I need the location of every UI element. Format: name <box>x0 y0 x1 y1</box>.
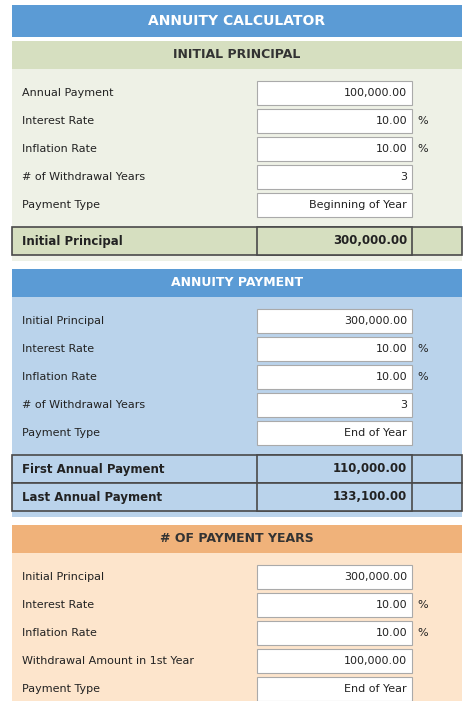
Text: # of Withdrawal Years: # of Withdrawal Years <box>22 172 145 182</box>
Text: Payment Type: Payment Type <box>22 684 100 694</box>
FancyBboxPatch shape <box>257 365 412 389</box>
Text: %: % <box>417 628 428 638</box>
Text: 10.00: 10.00 <box>375 628 407 638</box>
Text: %: % <box>417 144 428 154</box>
Text: Payment Type: Payment Type <box>22 200 100 210</box>
Text: 133,100.00: 133,100.00 <box>333 491 407 503</box>
Text: Inflation Rate: Inflation Rate <box>22 372 97 382</box>
Text: 300,000.00: 300,000.00 <box>344 316 407 326</box>
Text: %: % <box>417 372 428 382</box>
FancyBboxPatch shape <box>257 483 412 511</box>
Text: End of Year: End of Year <box>345 684 407 694</box>
FancyBboxPatch shape <box>12 5 462 37</box>
FancyBboxPatch shape <box>257 565 412 589</box>
Text: 10.00: 10.00 <box>375 372 407 382</box>
FancyBboxPatch shape <box>257 193 412 217</box>
FancyBboxPatch shape <box>257 137 412 161</box>
FancyBboxPatch shape <box>12 41 462 69</box>
Text: Interest Rate: Interest Rate <box>22 600 94 610</box>
Text: Inflation Rate: Inflation Rate <box>22 144 97 154</box>
Text: ANNUITY CALCULATOR: ANNUITY CALCULATOR <box>148 14 326 28</box>
Text: End of Year: End of Year <box>345 428 407 438</box>
FancyBboxPatch shape <box>12 269 462 297</box>
FancyBboxPatch shape <box>12 297 462 517</box>
Text: 110,000.00: 110,000.00 <box>333 463 407 475</box>
Text: 10.00: 10.00 <box>375 116 407 126</box>
Text: Beginning of Year: Beginning of Year <box>309 200 407 210</box>
Text: Interest Rate: Interest Rate <box>22 344 94 354</box>
Text: 100,000.00: 100,000.00 <box>344 88 407 98</box>
FancyBboxPatch shape <box>12 227 462 255</box>
FancyBboxPatch shape <box>12 525 462 553</box>
Text: 10.00: 10.00 <box>375 144 407 154</box>
FancyBboxPatch shape <box>257 649 412 673</box>
FancyBboxPatch shape <box>257 621 412 645</box>
Text: Annual Payment: Annual Payment <box>22 88 113 98</box>
FancyBboxPatch shape <box>257 309 412 333</box>
Text: 300,000.00: 300,000.00 <box>344 572 407 582</box>
Text: Last Annual Payment: Last Annual Payment <box>22 491 162 503</box>
Text: # OF PAYMENT YEARS: # OF PAYMENT YEARS <box>160 533 314 545</box>
FancyBboxPatch shape <box>12 455 462 483</box>
Text: INITIAL PRINCIPAL: INITIAL PRINCIPAL <box>173 48 301 62</box>
Text: Initial Principal: Initial Principal <box>22 316 104 326</box>
FancyBboxPatch shape <box>257 337 412 361</box>
Text: 100,000.00: 100,000.00 <box>344 656 407 666</box>
FancyBboxPatch shape <box>12 553 462 701</box>
Text: 3: 3 <box>400 400 407 410</box>
Text: 3: 3 <box>400 172 407 182</box>
FancyBboxPatch shape <box>257 227 412 255</box>
Text: %: % <box>417 600 428 610</box>
FancyBboxPatch shape <box>257 109 412 133</box>
Text: Withdrawal Amount in 1st Year: Withdrawal Amount in 1st Year <box>22 656 194 666</box>
Text: Initial Principal: Initial Principal <box>22 572 104 582</box>
Text: %: % <box>417 116 428 126</box>
FancyBboxPatch shape <box>257 81 412 105</box>
Text: 10.00: 10.00 <box>375 344 407 354</box>
Text: Interest Rate: Interest Rate <box>22 116 94 126</box>
Text: Payment Type: Payment Type <box>22 428 100 438</box>
Text: ANNUITY PAYMENT: ANNUITY PAYMENT <box>171 276 303 290</box>
FancyBboxPatch shape <box>257 165 412 189</box>
Text: Inflation Rate: Inflation Rate <box>22 628 97 638</box>
FancyBboxPatch shape <box>257 593 412 617</box>
Text: %: % <box>417 344 428 354</box>
FancyBboxPatch shape <box>12 69 462 261</box>
Text: 300,000.00: 300,000.00 <box>333 235 407 247</box>
Text: Initial Principal: Initial Principal <box>22 235 123 247</box>
FancyBboxPatch shape <box>257 421 412 445</box>
Text: # of Withdrawal Years: # of Withdrawal Years <box>22 400 145 410</box>
FancyBboxPatch shape <box>257 393 412 417</box>
FancyBboxPatch shape <box>12 483 462 511</box>
FancyBboxPatch shape <box>257 455 412 483</box>
Text: 10.00: 10.00 <box>375 600 407 610</box>
FancyBboxPatch shape <box>257 677 412 701</box>
Text: First Annual Payment: First Annual Payment <box>22 463 164 475</box>
